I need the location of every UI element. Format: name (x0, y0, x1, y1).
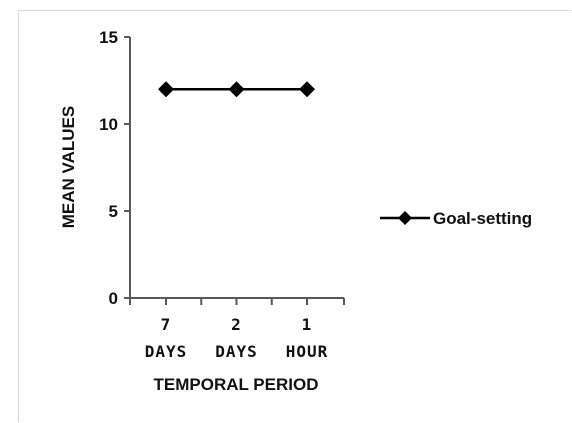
chart-axes (129, 37, 344, 299)
chart-frame (18, 10, 571, 422)
y-tick-label: 10 (99, 115, 118, 134)
x-category-label: 7 (161, 315, 172, 334)
data-point (228, 81, 245, 98)
legend-marker (398, 211, 412, 225)
x-axis-ticks: 7 DAYS 2 DAYS 1 HOUR (129, 298, 345, 361)
legend-label: Goal-setting (433, 209, 532, 228)
y-axis-title: MEAN VALUES (59, 106, 78, 228)
x-category-label: 2 (231, 315, 242, 334)
series-layer (158, 81, 315, 98)
y-axis-ticks: 0 5 10 15 (99, 28, 130, 308)
x-axis-title: TEMPORAL PERIOD (154, 375, 319, 394)
x-category-label: DAYS (215, 342, 258, 361)
data-point (299, 81, 315, 98)
y-tick-label: 5 (109, 202, 118, 221)
data-point (158, 81, 174, 98)
legend: Goal-setting (380, 209, 532, 228)
y-tick-label: 15 (99, 28, 118, 47)
x-category-label: DAYS (145, 342, 188, 361)
y-tick-label: 0 (109, 289, 118, 308)
x-category-label: HOUR (286, 342, 329, 361)
x-category-label: 1 (302, 315, 313, 334)
